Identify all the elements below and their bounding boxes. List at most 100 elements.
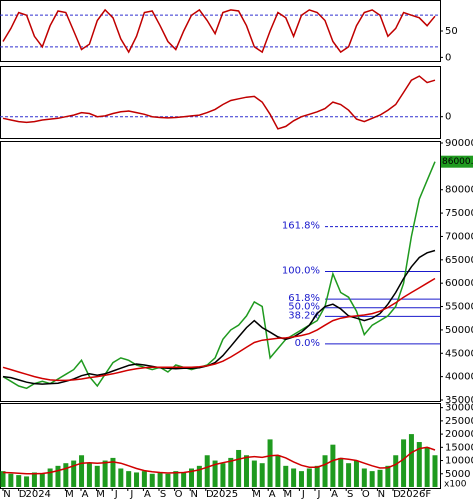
volume-bar	[353, 460, 359, 487]
x-tick-label: J	[129, 489, 133, 500]
panel	[0, 403, 441, 489]
y-tick-label: 90000	[445, 138, 473, 149]
y-tick-label: 5000	[445, 469, 470, 480]
volume-bar	[314, 465, 320, 487]
volume-bar	[173, 471, 179, 487]
volume-bar	[432, 455, 438, 487]
x-tick-label: M	[65, 489, 74, 500]
volume-bar	[236, 449, 242, 487]
panel	[0, 66, 441, 139]
y-tick-label: 30000	[445, 403, 473, 414]
volume-bar	[157, 472, 163, 487]
x-tick-label: 2025	[213, 489, 238, 500]
line-series	[2, 75, 436, 130]
price-tag-label: 86000.00	[442, 157, 473, 167]
x-tick-label: A	[331, 489, 338, 500]
y-tick-label: 55000	[445, 302, 473, 313]
x-tick-label: A	[144, 489, 151, 500]
x-tick-label: S	[160, 489, 166, 500]
volume-bar	[408, 434, 414, 487]
volume-bar	[267, 439, 273, 487]
y-tick-label: 45000	[445, 348, 473, 359]
volume-bar	[212, 460, 218, 487]
volume-bar	[16, 475, 22, 487]
volume-bar	[393, 455, 399, 487]
x-tick-label: M	[283, 489, 292, 500]
y-tick-label: 20000	[445, 429, 473, 440]
volume-bar	[165, 473, 171, 487]
x-tick-label: N	[3, 489, 10, 500]
volume-bar	[243, 455, 249, 487]
volume-bar	[330, 444, 336, 487]
y-tick-label: 65000	[445, 255, 473, 266]
volume-bar	[283, 465, 289, 487]
line-series	[2, 277, 436, 382]
volume-bar	[0, 471, 6, 487]
volume-bar	[275, 455, 281, 487]
fib-label: 0.0%	[295, 338, 320, 349]
volume-bar	[71, 460, 77, 487]
y-tick-label: 75000	[445, 208, 473, 219]
line-series	[2, 8, 436, 54]
y-tick-label: 25000	[445, 416, 473, 427]
volume-bar	[346, 463, 352, 487]
volume-bar	[196, 465, 202, 487]
y-tick-label: 15000	[445, 442, 473, 453]
y-tick-label: 50	[445, 26, 458, 37]
volume-bar	[416, 442, 422, 487]
volume-bar	[298, 471, 304, 487]
line-series	[2, 161, 436, 390]
volume-bar	[110, 457, 116, 487]
fib-label: 61.8%	[288, 293, 320, 304]
x-tick-label: S	[347, 489, 353, 500]
y-tick-label: 50000	[445, 325, 473, 336]
volume-bar	[291, 468, 297, 487]
volume-bar	[401, 439, 407, 487]
volume-bar	[31, 472, 37, 487]
volume-bar	[126, 471, 132, 487]
volume-bar	[79, 455, 85, 487]
volume-bar	[47, 468, 53, 487]
volume-bar	[8, 473, 14, 487]
x-tick-label: O	[175, 489, 183, 500]
volume-bar	[181, 472, 187, 487]
volume-bar	[306, 468, 312, 487]
price-tag	[441, 155, 473, 168]
volume-bar	[39, 473, 45, 487]
volume-bar	[220, 463, 226, 487]
x-tick-label: M	[252, 489, 261, 500]
x-tick-label: N	[190, 489, 197, 500]
x-tick-label: F	[425, 489, 431, 500]
volume-unit: x100	[444, 480, 467, 490]
volume-bar	[24, 476, 30, 487]
x-tick-label: J	[317, 489, 321, 500]
volume-bar	[361, 468, 367, 487]
volume-bar	[189, 468, 195, 487]
fib-label: 161.8%	[282, 221, 320, 232]
y-tick-label: 10000	[445, 456, 473, 467]
y-tick-label: 80000	[445, 185, 473, 196]
volume-bar	[94, 465, 100, 487]
x-tick-label: 2026	[400, 489, 425, 500]
y-tick-label: 60000	[445, 278, 473, 289]
x-tick-label: O	[362, 489, 370, 500]
volume-bar	[251, 460, 257, 487]
x-tick-label: A	[82, 489, 89, 500]
volume-bar	[377, 469, 383, 487]
fib-label: 100.0%	[282, 266, 320, 277]
volume-bar	[118, 468, 124, 487]
volume-bar	[259, 463, 265, 487]
volume-bar	[369, 471, 375, 487]
volume-bar	[322, 455, 328, 487]
y-tick-label: 40000	[445, 372, 473, 383]
volume-bar	[385, 465, 391, 487]
volume-bar	[338, 457, 344, 487]
volume-bar	[204, 455, 210, 487]
line-series	[2, 249, 436, 385]
x-tick-label: D	[206, 489, 214, 500]
x-tick-label: J	[114, 489, 118, 500]
x-tick-label: A	[269, 489, 276, 500]
panel	[0, 141, 441, 402]
y-tick-label: 0	[445, 52, 451, 63]
